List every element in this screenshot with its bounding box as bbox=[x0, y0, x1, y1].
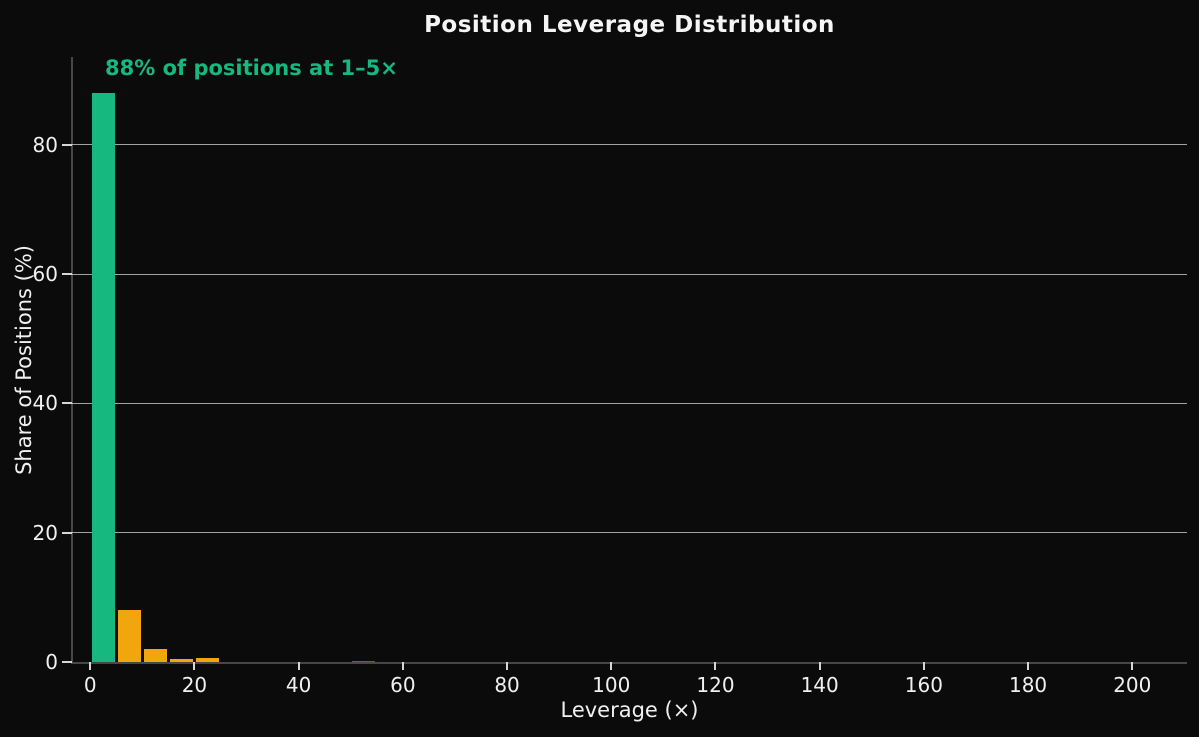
annotation-text: 88% of positions at 1–5× bbox=[105, 56, 398, 80]
y-tick-label-0: 0 bbox=[45, 650, 58, 674]
y-tick-label-20: 20 bbox=[32, 520, 58, 545]
bar-10-15 bbox=[143, 649, 167, 662]
bar-20-25 bbox=[195, 658, 219, 662]
y-tick-label-60: 60 bbox=[32, 262, 58, 287]
x-tick-160 bbox=[922, 662, 925, 670]
y-tick-label-80: 80 bbox=[32, 132, 58, 157]
x-tick-40 bbox=[297, 662, 300, 670]
y-tick-80 bbox=[62, 143, 72, 146]
x-tick-60 bbox=[401, 662, 404, 670]
y-tick-40 bbox=[62, 402, 72, 405]
y-tick-label-40: 40 bbox=[32, 391, 58, 416]
x-tick-label-160: 160 bbox=[904, 673, 943, 697]
x-axis-spine bbox=[71, 662, 1187, 664]
y-axis-spine bbox=[71, 57, 73, 662]
bar-0-5 bbox=[91, 93, 115, 662]
x-tick-200 bbox=[1131, 662, 1134, 670]
x-tick-label-60: 60 bbox=[390, 673, 416, 697]
x-tick-140 bbox=[818, 662, 821, 670]
bar-5-10 bbox=[117, 610, 141, 662]
x-tick-label-180: 180 bbox=[1008, 673, 1048, 697]
x-tick-label-0: 0 bbox=[83, 673, 97, 697]
gridline-40 bbox=[72, 402, 1187, 404]
bar-15-20 bbox=[169, 658, 193, 662]
x-tick-label-20: 20 bbox=[181, 673, 208, 697]
x-tick-80 bbox=[506, 662, 509, 670]
x-tick-label-120: 120 bbox=[696, 673, 735, 697]
gridline-60 bbox=[72, 273, 1187, 275]
x-tick-label-200: 200 bbox=[1113, 673, 1152, 697]
chart-title: Position Leverage Distribution bbox=[424, 12, 835, 38]
x-tick-100 bbox=[610, 662, 613, 670]
y-tick-60 bbox=[62, 273, 72, 276]
x-tick-0 bbox=[89, 662, 92, 670]
gridline-80 bbox=[72, 144, 1187, 146]
x-tick-20 bbox=[193, 662, 196, 670]
x-tick-label-80: 80 bbox=[494, 673, 520, 697]
x-tick-label-140: 140 bbox=[800, 673, 839, 697]
x-tick-label-40: 40 bbox=[285, 673, 312, 697]
x-tick-120 bbox=[714, 662, 717, 670]
x-axis-label: Leverage (×) bbox=[560, 698, 699, 722]
x-tick-180 bbox=[1027, 662, 1030, 670]
y-tick-20 bbox=[62, 531, 72, 534]
y-tick-0 bbox=[62, 661, 72, 663]
x-tick-label-100: 100 bbox=[592, 673, 631, 697]
bar-50-55 bbox=[352, 660, 376, 662]
gridline-20 bbox=[72, 532, 1187, 534]
plot-area: 88% of positions at 1–5× 0 20 40 60 80 0 20 40 6… bbox=[33, 56, 1187, 697]
